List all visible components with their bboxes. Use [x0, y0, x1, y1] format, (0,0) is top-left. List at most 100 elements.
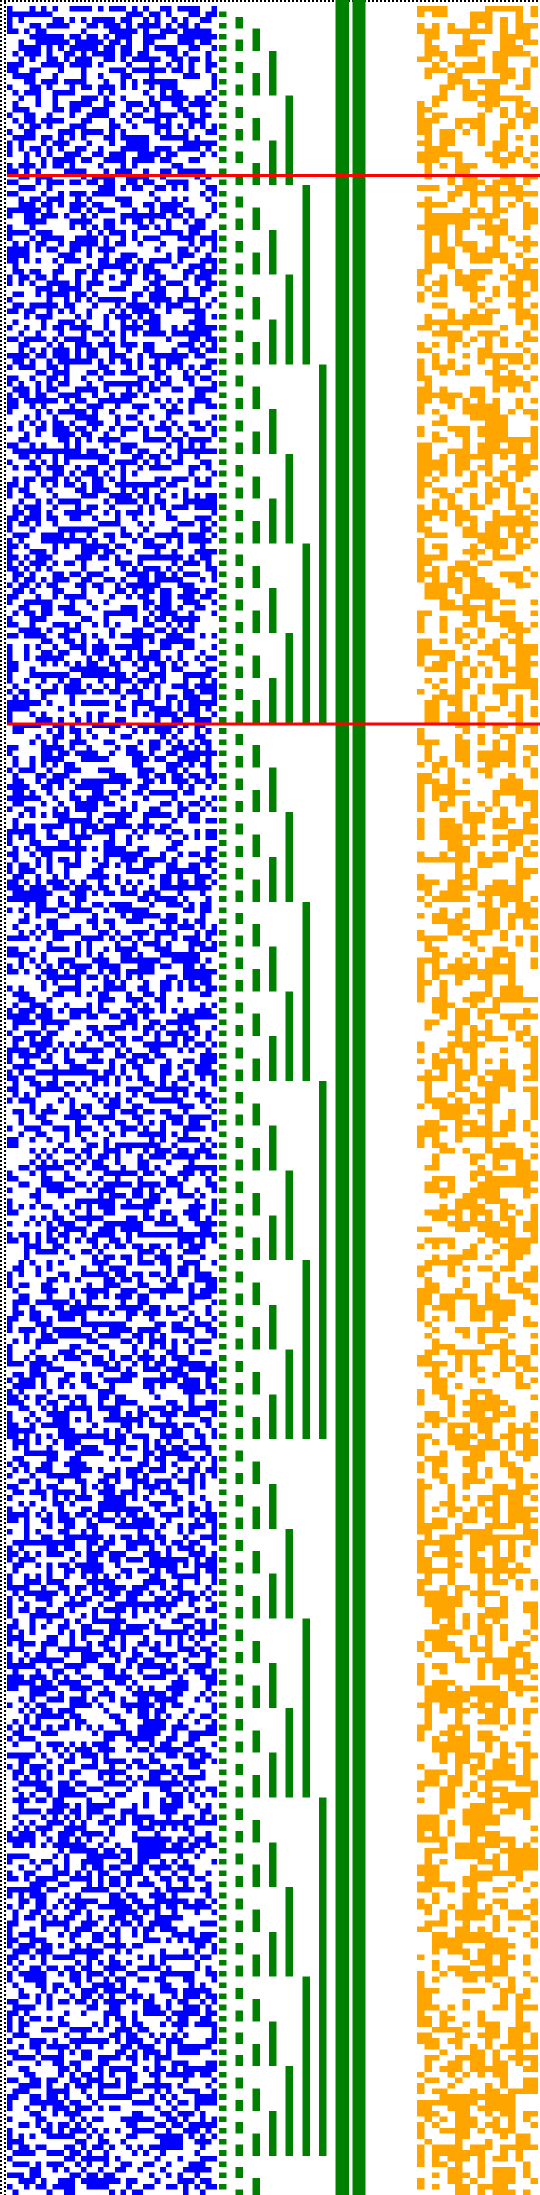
- left-bit-run: [188, 901, 195, 913]
- left-bit-run: [109, 476, 115, 482]
- left-bit-run: [182, 1786, 189, 1792]
- left-bit-run: [126, 73, 132, 79]
- border-dot: [0, 2044, 2, 2046]
- left-bit-run: [126, 101, 132, 113]
- left-bit-run: [171, 1310, 178, 1317]
- left-bit-run: [194, 1775, 200, 1781]
- left-bit-run: [182, 1724, 189, 1731]
- left-bit-run: [165, 1915, 172, 1932]
- left-bit-run: [69, 1875, 76, 1882]
- border-dot: [4, 298, 6, 300]
- left-bit-run: [86, 1198, 93, 1227]
- left-bit-run: [148, 2161, 155, 2168]
- left-bit-run: [69, 498, 76, 505]
- border-dot: [480, 0, 482, 2]
- left-bit-run: [7, 140, 13, 158]
- border-dot: [0, 1492, 2, 1494]
- left-bit-run: [63, 2105, 70, 2117]
- left-bit-run: [41, 117, 47, 124]
- left-bit-run: [58, 89, 64, 96]
- left-bit-run: [80, 1181, 87, 1188]
- border-dot: [0, 1548, 2, 1550]
- left-bit-run: [18, 560, 25, 566]
- left-bit-run: [63, 1114, 70, 1121]
- left-bit-run: [199, 1416, 206, 1423]
- left-bit-run: [24, 1405, 30, 1412]
- left-bit-run: [154, 2155, 161, 2162]
- border-dot: [0, 532, 2, 534]
- border-dot: [4, 1834, 6, 1836]
- left-bit-run: [126, 1920, 132, 1927]
- left-bit-run: [12, 756, 19, 768]
- left-bit-run: [160, 2133, 166, 2156]
- border-dot: [0, 592, 2, 594]
- left-bit-run: [148, 924, 155, 930]
- left-bit-run: [171, 420, 178, 426]
- left-bit-run: [177, 1181, 183, 1199]
- border-dot: [0, 180, 2, 182]
- left-bit-run: [86, 1047, 93, 1053]
- left-bit-run: [148, 1483, 155, 1496]
- left-bit-run: [160, 627, 166, 634]
- left-bit-run: [143, 1293, 149, 1305]
- left-bit-run: [154, 11, 161, 29]
- left-bit-run: [35, 1338, 42, 1350]
- left-bit-run: [35, 616, 42, 622]
- left-bit-run: [143, 812, 149, 835]
- border-dot: [4, 202, 6, 204]
- border-dot: [4, 850, 6, 852]
- left-bit-run: [69, 2099, 76, 2106]
- border-dot: [0, 1464, 2, 1466]
- left-bit-run: [199, 168, 206, 174]
- left-bit-run: [103, 381, 110, 393]
- left-bit-run: [160, 1041, 166, 1048]
- left-bit-run: [58, 879, 64, 891]
- left-bit-run: [137, 504, 144, 516]
- border-dot: [0, 1252, 2, 1254]
- border-dot: [0, 1284, 2, 1286]
- border-dot: [4, 1682, 6, 1684]
- left-bit-run: [148, 2071, 155, 2078]
- left-bit-run: [24, 1702, 30, 1708]
- left-bit-run: [177, 213, 183, 219]
- left-bit-run: [12, 1769, 19, 1781]
- border-dot: [0, 1688, 2, 1690]
- border-dot: [252, 0, 254, 2]
- left-bit-run: [131, 263, 138, 275]
- border-dot: [200, 0, 202, 2]
- left-bit-run: [137, 302, 144, 320]
- left-bit-run: [24, 644, 30, 662]
- left-bit-run: [63, 2083, 70, 2100]
- left-bit-run: [80, 6, 87, 12]
- left-bit-run: [171, 1763, 178, 1770]
- left-bit-run: [103, 873, 110, 880]
- left-bit-run: [182, 1478, 189, 1484]
- left-bit-run: [63, 1405, 70, 1451]
- left-bit-run: [18, 1489, 25, 1496]
- left-bit-run: [103, 610, 110, 628]
- left-bit-run: [41, 347, 47, 359]
- left-bit-run: [58, 1500, 64, 1524]
- left-bit-run: [35, 1232, 42, 1255]
- border-dot: [4, 1414, 6, 1416]
- left-bit-run: [46, 1562, 53, 1585]
- left-bit-run: [86, 1898, 93, 1904]
- left-bit-run: [114, 2167, 121, 2173]
- left-bit-run: [35, 1965, 42, 1988]
- left-bit-run: [143, 17, 149, 62]
- border-dot: [0, 368, 2, 370]
- left-bit-run: [109, 963, 115, 975]
- left-bit-run: [160, 532, 166, 538]
- left-bit-run: [7, 1831, 13, 1843]
- left-bit-run: [120, 1019, 127, 1031]
- left-bit-run: [35, 1864, 42, 1871]
- left-bit-run: [143, 722, 149, 734]
- left-bit-run: [75, 661, 81, 673]
- border-dot: [0, 868, 2, 870]
- left-bit-run: [120, 129, 127, 141]
- left-bit-run: [171, 1926, 178, 1938]
- left-bit-run: [97, 1562, 104, 1574]
- left-bit-run: [109, 330, 115, 337]
- left-bit-run: [143, 1092, 149, 1098]
- left-bit-run: [199, 218, 206, 230]
